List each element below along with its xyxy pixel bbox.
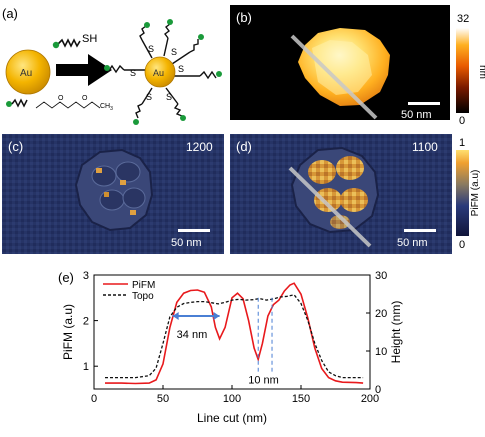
scalebar-d	[404, 229, 436, 232]
panel-c-label: (c)	[8, 139, 23, 154]
colorbar-d-unit: PiFM (a.u)	[470, 170, 481, 217]
au-label: Au	[20, 68, 32, 79]
functionalized-particle: Au S S S S S S	[104, 19, 222, 125]
y-axis-label: PiFM (a.u)	[61, 304, 75, 360]
panel-b-label: (b)	[236, 10, 252, 25]
legend-label-pifm: PiFM	[132, 280, 155, 291]
annotation-34nm: 34 nm	[177, 329, 208, 341]
panel-a: (a) Au SH O O CH3	[2, 6, 222, 125]
scalebar-c-label: 50 nm	[171, 237, 202, 249]
svg-text:S: S	[146, 92, 152, 102]
x-tick-label: 100	[223, 393, 241, 405]
x-tick-label: 200	[361, 393, 379, 405]
colorbar-d-min: 0	[459, 239, 465, 251]
gold-nanoparticle	[5, 49, 51, 95]
legend-ligand-dot	[6, 101, 12, 107]
peg-chain	[35, 101, 101, 109]
legend-label-topo: Topo	[132, 291, 154, 302]
panel-d-label: (d)	[236, 139, 252, 154]
colorbar-d-max: 1	[459, 137, 465, 149]
panel-d-wavenumber: 1100	[412, 140, 438, 154]
svg-text:S: S	[130, 68, 136, 78]
svg-text:Au: Au	[153, 68, 164, 78]
colorbar-b-unit: nm	[477, 65, 485, 79]
svg-text:S: S	[171, 47, 177, 57]
svg-text:S: S	[166, 92, 172, 102]
svg-text:S: S	[178, 64, 184, 74]
y-tick-label: 2	[83, 316, 89, 328]
arrowhead-left	[172, 312, 179, 321]
scalebar-b	[408, 102, 440, 105]
ligand-end-dot	[52, 41, 60, 49]
y2-tick-label: 20	[375, 308, 387, 320]
series-pifm-line	[105, 282, 364, 385]
y-axis-left: 1 2 3	[83, 270, 98, 373]
x-tick-label: 0	[91, 393, 97, 405]
y-tick-label: 1	[83, 361, 89, 373]
colorbar-b-max: 32	[457, 13, 469, 25]
svg-text:S: S	[148, 44, 154, 54]
panel-e-label: (e)	[58, 270, 74, 285]
plot-annotations: 34 nm 10 nm	[172, 297, 279, 387]
colorbar-d	[456, 150, 469, 236]
scalebar-c	[178, 229, 210, 232]
peg-o1: O	[58, 95, 64, 102]
scalebar-b-label: 50 nm	[401, 109, 432, 121]
line-cut-d	[288, 166, 372, 248]
y-axis-right: 0 10 20 30	[366, 270, 387, 396]
thiol-ligand	[57, 38, 81, 48]
arrowhead-right	[213, 312, 220, 321]
series-topo-line	[105, 294, 364, 379]
line-cut-b	[290, 34, 378, 120]
y2-tick-label: 0	[375, 384, 381, 396]
x-axis-label: Line cut (nm)	[197, 411, 267, 425]
panel-c-wavenumber: 1200	[186, 140, 213, 154]
scalebar-d-label: 50 nm	[397, 237, 428, 249]
colorbar-b	[456, 28, 469, 113]
panel-b: (b) 50 nm 32 0 nm	[230, 5, 485, 127]
x-tick-label: 50	[157, 393, 169, 405]
x-axis: 0 50 100 150 200	[91, 385, 379, 405]
peg-o2: O	[82, 95, 88, 102]
panel-d: (d) 1100 50 nm 1 0 PiFM (a.u)	[230, 134, 481, 254]
y2-tick-label: 30	[375, 270, 387, 282]
y2-tick-label: 10	[375, 346, 387, 358]
reaction-arrow	[56, 54, 112, 86]
sh-label: SH	[82, 33, 97, 45]
x-tick-label: 150	[292, 393, 310, 405]
panel-a-label: (a)	[2, 6, 18, 21]
y2-axis-label: Height (nm)	[389, 301, 403, 364]
plot-series	[105, 282, 364, 385]
colorbar-b-min: 0	[459, 115, 465, 127]
annotation-10nm: 10 nm	[248, 375, 279, 387]
peg-ch3: CH3	[100, 103, 113, 112]
legend-ligand-chain	[11, 98, 28, 108]
y-tick-label: 3	[83, 270, 89, 282]
panel-c: (c) 1200 50 nm	[2, 134, 224, 254]
